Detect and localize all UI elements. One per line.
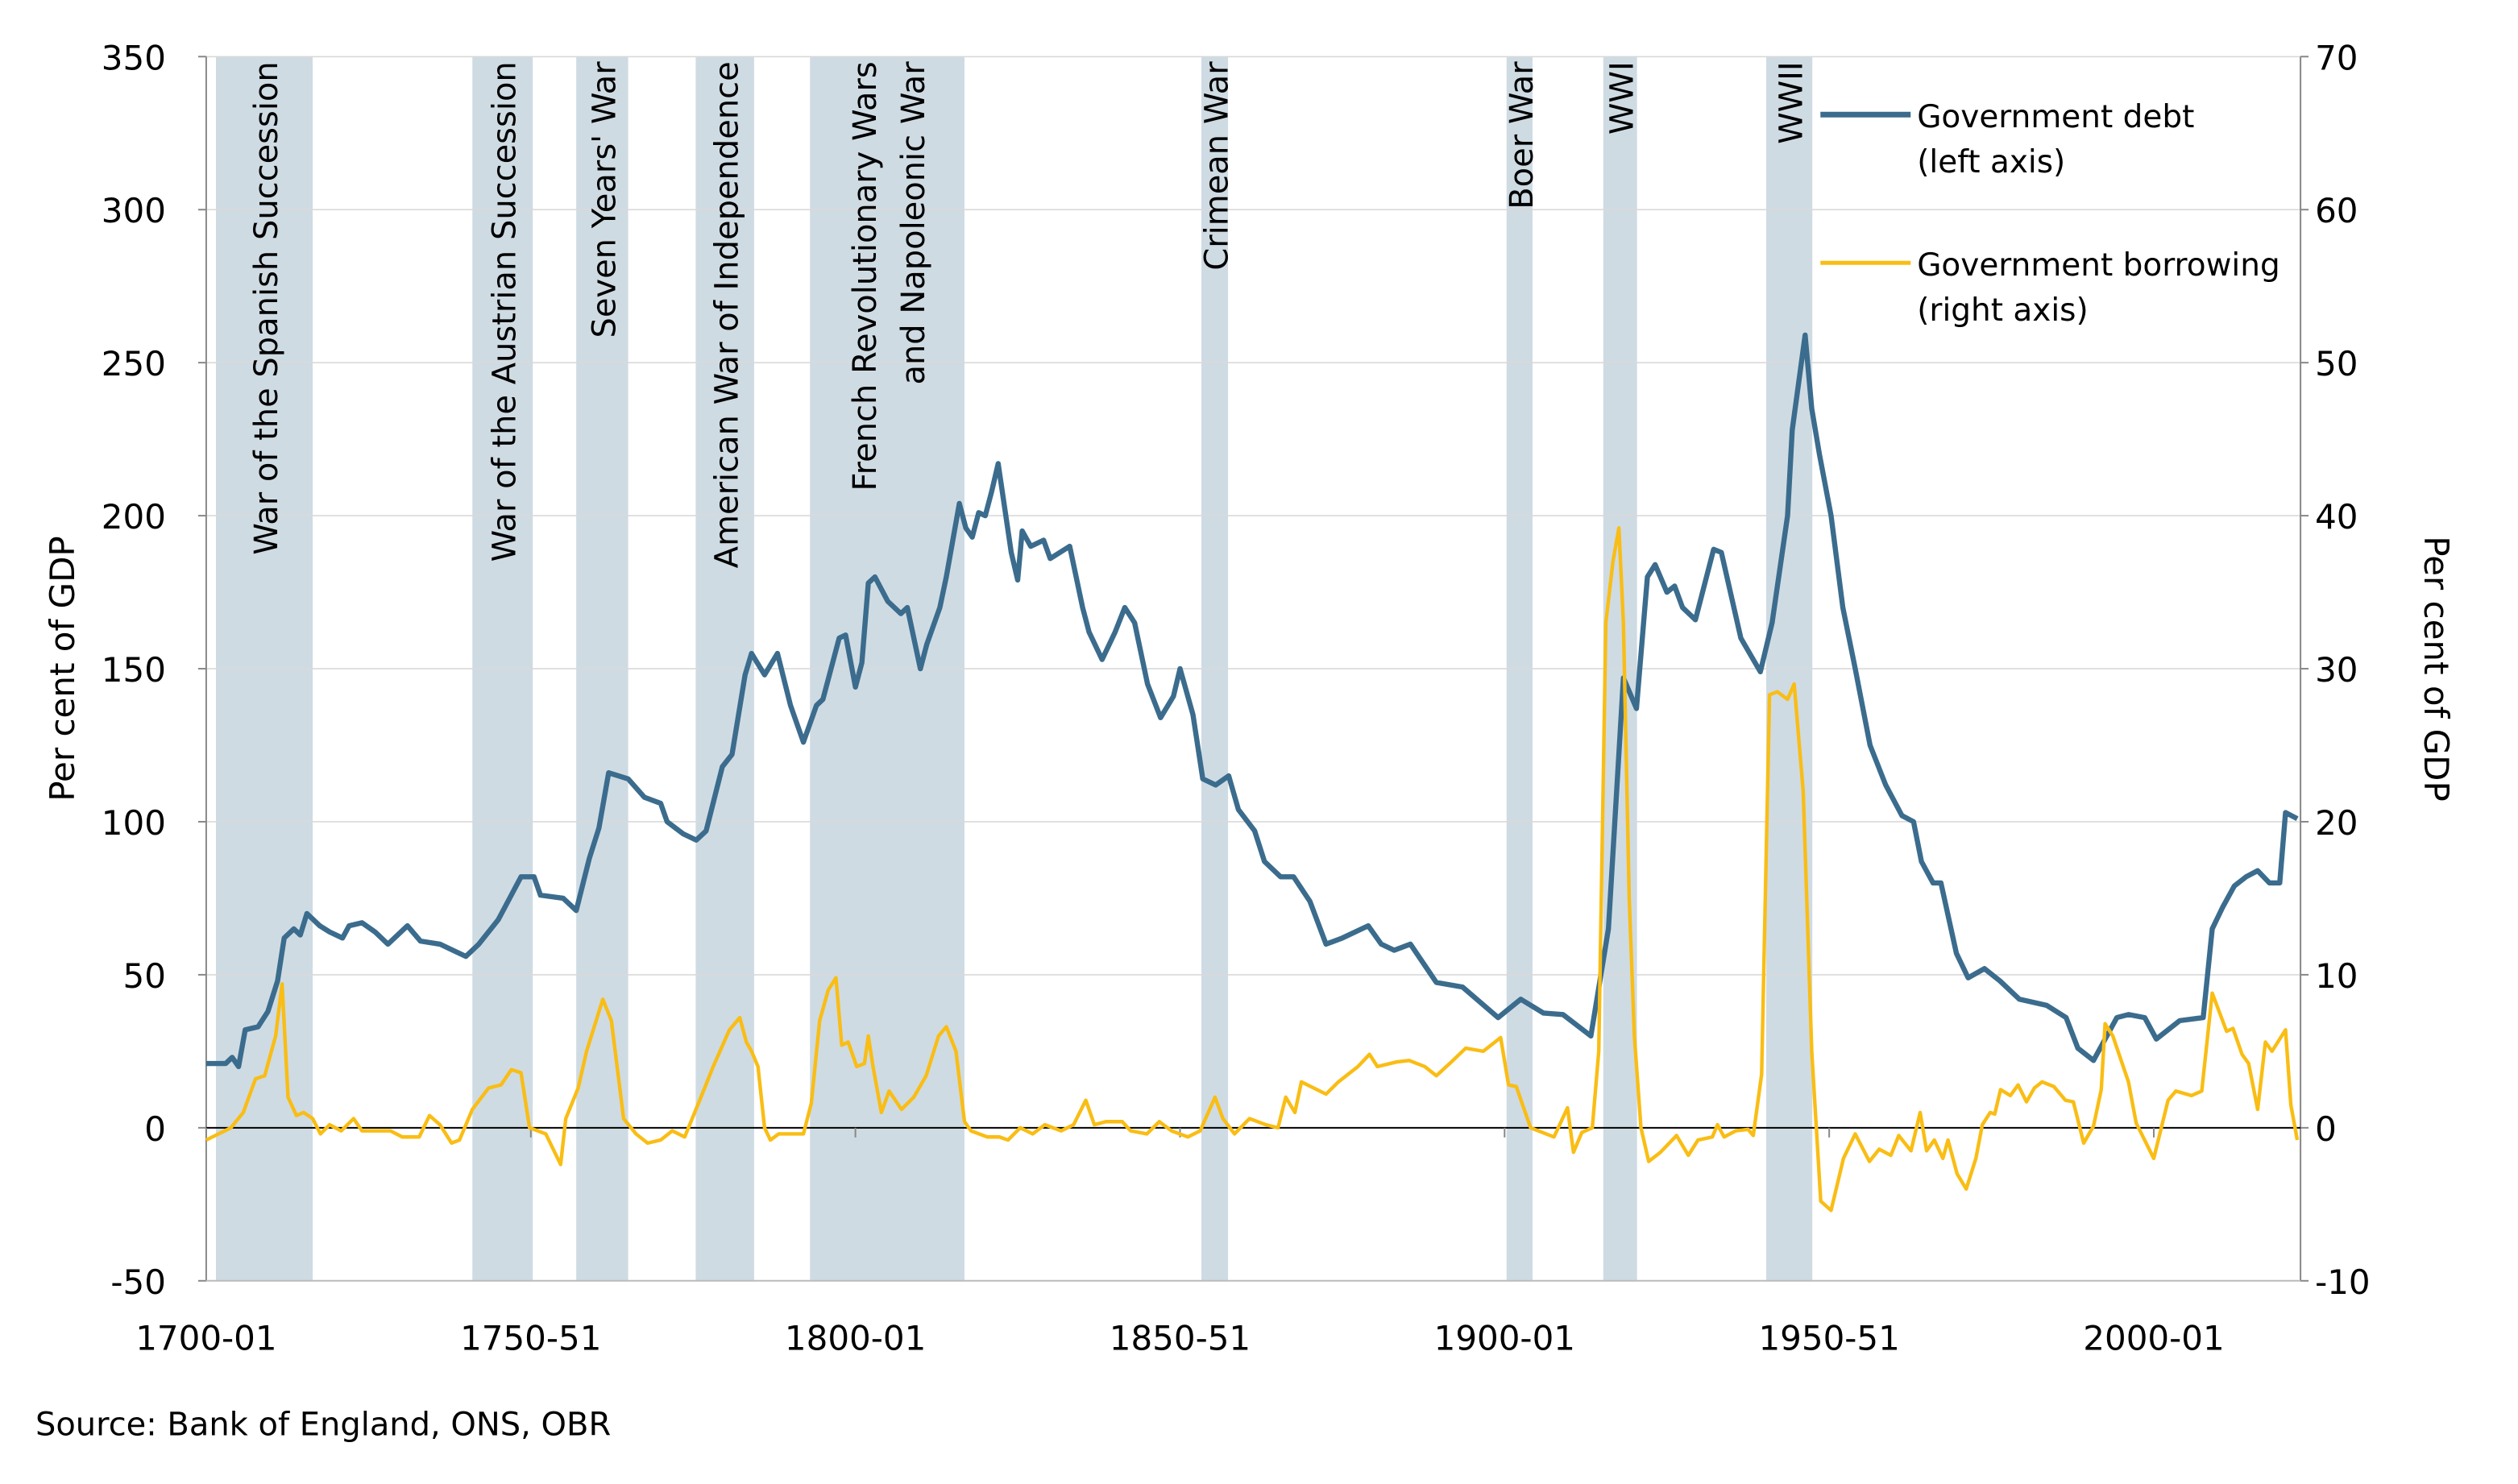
government-debt-line xyxy=(205,332,2299,1070)
y-tick-label-right: 0 xyxy=(2315,1109,2337,1149)
y-tick-label-left: 0 xyxy=(144,1109,166,1149)
y-tick-label-right: 30 xyxy=(2315,650,2358,690)
war-label: French Revolutionary Wars xyxy=(847,61,884,491)
x-tick-label: 1850-51 xyxy=(1110,1319,1251,1358)
legend-label: Government debt xyxy=(1917,99,2194,135)
legend-label: Government borrowing xyxy=(1917,247,2279,284)
x-tick-label: 2000-01 xyxy=(2083,1319,2224,1358)
y-tick-label-left: 250 xyxy=(102,344,166,383)
war-label: Seven Years' War xyxy=(586,61,623,338)
x-tick-label: 1800-01 xyxy=(785,1319,926,1358)
y-tick-label-right: 20 xyxy=(2315,803,2358,843)
legend-sublabel: (right axis) xyxy=(1917,292,2088,329)
series-lines xyxy=(205,332,2300,1212)
war-label: and Napoleonic War xyxy=(895,61,932,385)
war-labels: War of the Spanish Succession War of the … xyxy=(248,61,1811,569)
war-label: WWII xyxy=(1773,61,1811,144)
y-tick-label-right: -10 xyxy=(2315,1262,2371,1302)
war-label: WWI xyxy=(1604,61,1641,135)
war-label: War of the Austrian Succession xyxy=(487,61,524,562)
y-axis-label-left: Per cent of GDP xyxy=(43,536,82,801)
y-tick-label-left: -50 xyxy=(110,1262,166,1302)
gridlines xyxy=(205,56,2301,976)
legend-sublabel: (left axis) xyxy=(1917,144,2065,180)
y-tick-label-right: 40 xyxy=(2315,497,2358,537)
y-tick-label-right: 50 xyxy=(2315,344,2358,383)
y-tick-label-left: 150 xyxy=(102,650,166,690)
y-axis-label-right: Per cent of GDP xyxy=(2416,536,2456,801)
y-tick-label-left: 100 xyxy=(102,803,166,843)
y-tick-label-left: 50 xyxy=(123,956,166,996)
war-label: American War of Independence xyxy=(709,61,746,568)
y-tick-label-left: 300 xyxy=(102,191,166,230)
y-tick-label-right: 10 xyxy=(2315,956,2358,996)
y-tick-label-left: 350 xyxy=(102,38,166,77)
y-tick-label-right: 60 xyxy=(2315,191,2358,230)
legend: Government debt (left axis) Government bor… xyxy=(1820,99,2280,329)
axes: 350300250200150100500-50706050403020100-… xyxy=(102,38,2371,1358)
government-borrowing-line xyxy=(205,526,2300,1212)
war-label: War of the Spanish Succession xyxy=(248,61,285,554)
x-tick-label: 1950-51 xyxy=(1758,1319,1899,1358)
x-tick-label: 1750-51 xyxy=(460,1319,601,1358)
war-label: Boer War xyxy=(1504,61,1541,209)
y-tick-label-right: 70 xyxy=(2315,38,2358,77)
x-tick-label: 1900-01 xyxy=(1434,1319,1575,1358)
source-note: Source: Bank of England, ONS, OBR xyxy=(35,1407,611,1444)
x-tick-label: 1700-01 xyxy=(135,1319,276,1358)
war-label: Crimean War xyxy=(1199,61,1236,271)
y-tick-label-left: 200 xyxy=(102,497,166,537)
